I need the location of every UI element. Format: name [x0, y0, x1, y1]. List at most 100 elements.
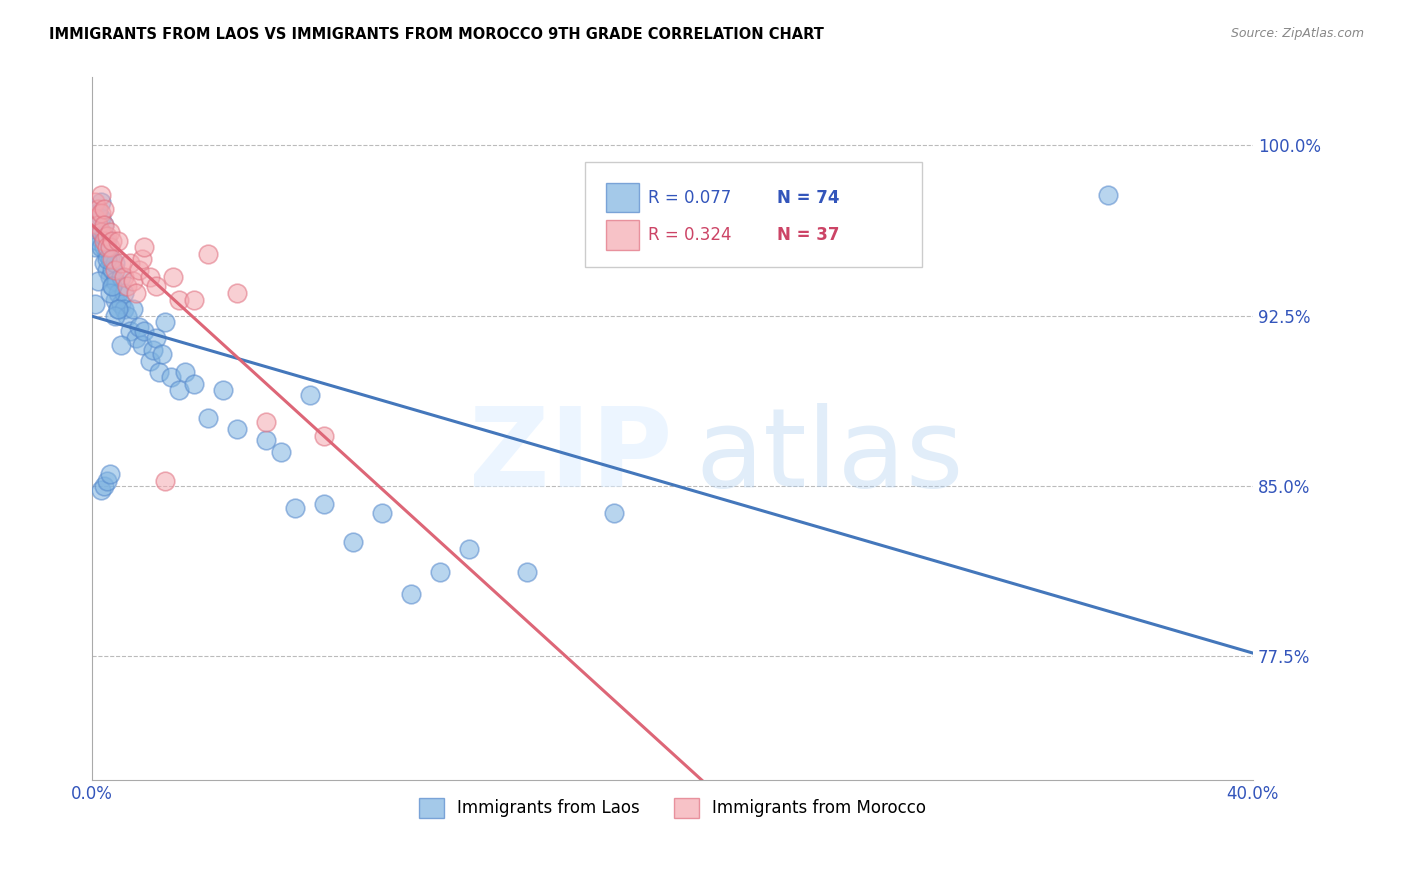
Point [118, 256, 141, 270]
FancyBboxPatch shape [606, 183, 638, 212]
Point [211, 384, 233, 398]
Text: IMMIGRANTS FROM LAOS VS IMMIGRANTS FROM MOROCCO 9TH GRADE CORRELATION CHART: IMMIGRANTS FROM LAOS VS IMMIGRANTS FROM … [49, 27, 824, 42]
Point [121, 301, 143, 316]
Point [96, 263, 118, 277]
Legend: Immigrants from Laos, Immigrants from Morocco: Immigrants from Laos, Immigrants from Mo… [412, 791, 932, 825]
Point [107, 301, 129, 316]
Point [107, 234, 129, 248]
FancyBboxPatch shape [585, 161, 922, 268]
Point [254, 434, 277, 448]
Point [139, 269, 162, 284]
Point [104, 256, 127, 270]
Point [115, 309, 138, 323]
Point [84, 229, 107, 244]
Point [93, 256, 115, 270]
Point [128, 319, 150, 334]
Point [1097, 188, 1119, 202]
Point [134, 324, 156, 338]
Point [93, 202, 115, 216]
Point [254, 415, 277, 429]
Point [96, 240, 118, 254]
Point [96, 229, 118, 244]
Point [183, 293, 205, 307]
Point [84, 195, 107, 210]
Point [110, 269, 132, 284]
Point [148, 365, 170, 379]
Point [101, 234, 124, 248]
Point [101, 279, 124, 293]
Point [93, 218, 115, 232]
Point [96, 234, 118, 248]
Point [90, 206, 112, 220]
Point [131, 338, 153, 352]
Point [150, 347, 173, 361]
Point [516, 565, 538, 579]
Point [115, 279, 138, 293]
Point [112, 301, 135, 316]
Point [314, 428, 336, 442]
Point [167, 293, 190, 307]
Point [98, 467, 121, 482]
Point [93, 478, 115, 492]
Point [90, 483, 112, 497]
Point [101, 252, 124, 266]
Point [125, 331, 148, 345]
Point [87, 206, 110, 220]
Point [174, 365, 197, 379]
Point [104, 309, 127, 323]
Point [84, 211, 107, 225]
Point [153, 315, 176, 329]
Point [197, 247, 219, 261]
Point [101, 263, 124, 277]
Point [90, 188, 112, 202]
Point [98, 252, 121, 266]
Point [87, 202, 110, 216]
Point [371, 506, 394, 520]
Point [167, 384, 190, 398]
Point [131, 252, 153, 266]
Point [603, 506, 626, 520]
Point [142, 343, 165, 357]
Point [110, 297, 132, 311]
Point [401, 587, 423, 601]
Point [429, 565, 451, 579]
Point [96, 474, 118, 488]
Point [342, 535, 364, 549]
Point [98, 285, 121, 300]
Point [104, 275, 127, 289]
FancyBboxPatch shape [606, 220, 638, 250]
Point [84, 240, 107, 254]
Text: N = 37: N = 37 [778, 226, 839, 244]
Point [87, 218, 110, 232]
Point [183, 376, 205, 391]
Point [87, 275, 110, 289]
Point [90, 225, 112, 239]
Text: Source: ZipAtlas.com: Source: ZipAtlas.com [1230, 27, 1364, 40]
Point [121, 275, 143, 289]
Point [112, 269, 135, 284]
Point [107, 285, 129, 300]
Point [118, 324, 141, 338]
Point [96, 247, 118, 261]
Point [90, 195, 112, 210]
Point [314, 497, 336, 511]
Point [90, 211, 112, 225]
Text: ZIP: ZIP [470, 403, 672, 510]
Point [90, 225, 112, 239]
Point [98, 240, 121, 254]
Point [93, 240, 115, 254]
Point [110, 256, 132, 270]
Point [226, 285, 249, 300]
Point [139, 354, 162, 368]
Point [125, 285, 148, 300]
Point [112, 285, 135, 300]
Text: atlas: atlas [696, 403, 965, 510]
Point [104, 293, 127, 307]
Point [145, 331, 167, 345]
Point [110, 338, 132, 352]
Point [104, 263, 127, 277]
Point [270, 444, 292, 458]
Point [96, 252, 118, 266]
Point [458, 542, 481, 557]
Point [145, 279, 167, 293]
